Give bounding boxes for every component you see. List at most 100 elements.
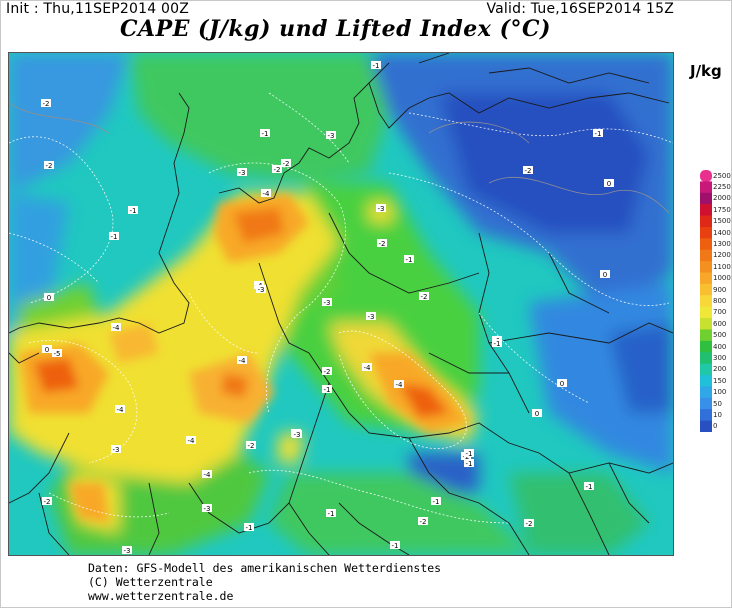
lifted-index-label: -4 (186, 436, 196, 445)
colorbar-swatch (700, 397, 712, 410)
svg-text:-3: -3 (258, 286, 265, 294)
colorbar-tick-label: 800 (713, 297, 727, 305)
lifted-index-label: -2 (41, 99, 51, 108)
colorbar-tick-label: 1500 (713, 217, 731, 226)
svg-text:-1: -1 (111, 233, 118, 241)
svg-text:-4: -4 (263, 190, 271, 198)
lifted-index-label: 0 (557, 379, 567, 388)
colorbar-tick-label: 1200 (713, 251, 731, 260)
svg-text:-3: -3 (239, 169, 246, 177)
lifted-index-label: -4 (111, 323, 121, 332)
colorbar-swatch (700, 409, 712, 422)
colorbar-tick-label: 1750 (713, 205, 731, 214)
lifted-index-label: -4 (115, 405, 125, 414)
colorbar-labels: 2500 2250 2000 1750 1500 1400 1300 1200 1100 1000… (713, 170, 731, 432)
lifted-index-label: -3 (322, 298, 332, 307)
svg-text:-2: -2 (46, 162, 53, 170)
lifted-index-label: -1 (593, 129, 603, 138)
valid-time-label: Valid: Tue,16SEP2014 15Z (486, 1, 674, 17)
svg-text:-2: -2 (324, 368, 331, 376)
lifted-index-label: -3 (326, 131, 336, 140)
lifted-index-label: -2 (246, 441, 256, 450)
svg-text:-2: -2 (420, 518, 427, 526)
lifted-index-label: -3 (292, 430, 302, 439)
lifted-index-label: -1 (390, 541, 400, 550)
svg-text:-3: -3 (368, 313, 375, 321)
svg-text:-4: -4 (113, 324, 121, 332)
svg-text:-2: -2 (43, 100, 50, 108)
svg-text:-4: -4 (204, 471, 212, 479)
svg-text:-4: -4 (117, 406, 125, 414)
legend-unit: J/kg (690, 62, 722, 80)
colorbar-swatch (700, 261, 712, 274)
lifted-index-label: -1 (584, 482, 594, 491)
svg-text:-2: -2 (44, 498, 51, 506)
lifted-index-label: -2 (377, 239, 387, 248)
lifted-index-label: -1 (404, 255, 414, 264)
colorbar-tick-label: 300 (713, 353, 727, 362)
lifted-index-label: -2 (524, 519, 534, 528)
colorbar-swatch (700, 363, 712, 376)
colorbar-tick-label: 1000 (713, 274, 731, 283)
svg-text:-1: -1 (406, 256, 413, 264)
colorbar-swatch (700, 226, 712, 239)
svg-text:-1: -1 (246, 524, 253, 532)
svg-text:-3: -3 (378, 205, 385, 213)
lifted-index-label: -3 (366, 312, 376, 321)
footer-data-source: Daten: GFS-Modell des amerikanischen Wet… (88, 561, 442, 575)
colorbar-swatch (700, 375, 712, 387)
colorbar-tick-label: 100 (713, 388, 727, 397)
footer-website[interactable]: www.wetterzentrale.de (88, 589, 234, 603)
footer-copyright: (C) Wetterzentrale (88, 575, 213, 589)
colorbar-swatch (700, 386, 712, 399)
colorbar-swatch (700, 306, 712, 319)
svg-text:0: 0 (560, 380, 564, 388)
svg-text:-2: -2 (283, 160, 290, 168)
svg-text:0: 0 (47, 294, 51, 302)
colorbar-swatch (700, 329, 712, 342)
colorbar-swatch (700, 192, 712, 205)
colorbar-tick-label: 1400 (713, 228, 731, 237)
svg-text:-2: -2 (421, 293, 428, 301)
lifted-index-label: -1 (464, 459, 474, 468)
lifted-index-label: -1 (431, 497, 441, 506)
lifted-index-label: -1 (260, 129, 270, 138)
svg-text:-2: -2 (526, 520, 533, 528)
lifted-index-label: -4 (362, 363, 372, 372)
svg-text:-1: -1 (130, 207, 137, 215)
colorbar-tick-label: 2000 (713, 194, 731, 203)
lifted-index-label: -5 (52, 349, 62, 358)
colorbar-swatch (700, 181, 712, 194)
colorbar-swatch (700, 238, 712, 251)
svg-text:-2: -2 (274, 166, 281, 174)
colorbar-tick-label: 2250 (713, 183, 731, 192)
svg-text:-1: -1 (433, 498, 440, 506)
lifted-index-label: 0 (600, 270, 610, 279)
lifted-index-label: -4 (202, 470, 212, 479)
colorbar-swatch (700, 204, 712, 217)
colorbar-swatch (700, 272, 712, 285)
colorbar-tick-label: 200 (713, 365, 727, 374)
svg-text:-2: -2 (525, 167, 532, 175)
lifted-index-label: -1 (326, 509, 336, 518)
svg-text:-2: -2 (248, 442, 255, 450)
svg-text:-3: -3 (324, 299, 331, 307)
colorbar-tick-label: 10 (713, 410, 722, 419)
chart-title: CAPE (J/kg) und Lifted Index (°C) (120, 16, 551, 42)
colorbar-swatch (700, 170, 712, 182)
svg-text:-3: -3 (294, 431, 301, 439)
svg-text:-3: -3 (124, 547, 131, 555)
svg-text:-4: -4 (396, 381, 404, 389)
lifted-index-label: 0 (532, 409, 542, 418)
lifted-index-label: -2 (322, 367, 332, 376)
lifted-index-label: -3 (237, 168, 247, 177)
init-time-label: Init : Thu,11SEP2014 00Z (6, 1, 190, 17)
svg-text:-1: -1 (392, 542, 399, 550)
svg-text:-4: -4 (188, 437, 196, 445)
svg-text:0: 0 (603, 271, 607, 279)
lifted-index-label: 0 (604, 179, 614, 188)
svg-text:-1: -1 (324, 386, 331, 394)
svg-text:-1: -1 (595, 130, 602, 138)
lifted-index-label: 0 (44, 293, 54, 302)
lifted-index-label: -4 (394, 380, 404, 389)
